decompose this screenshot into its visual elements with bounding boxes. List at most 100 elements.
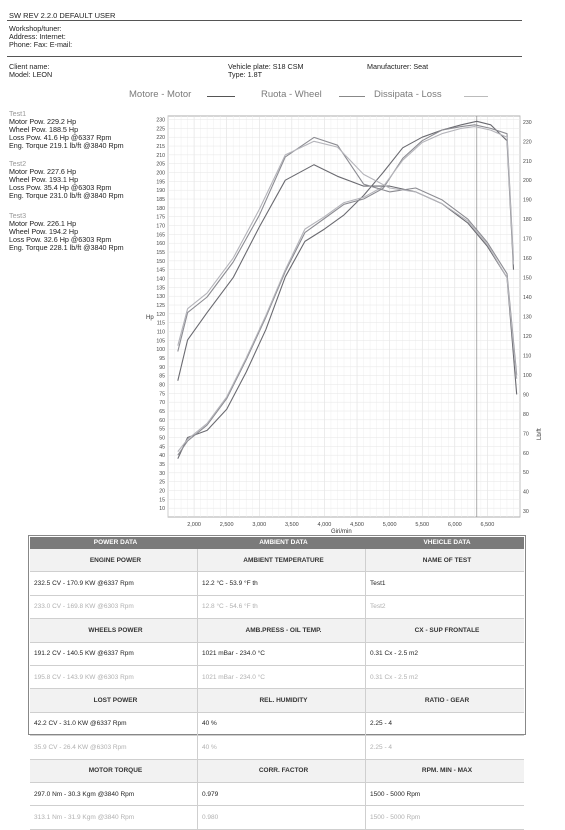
y-tick-label: 55 [159,427,165,433]
y-tick-label: 230 [156,118,165,124]
y2-tick-label: 90 [523,392,529,398]
x-tick-label: 5,000 [383,522,397,528]
summary-table: POWER DATA AMBIENT DATA VHEICLE DATA ENG… [30,537,524,830]
summary-label-cell: NAME OF TEST [365,548,524,573]
summary-r2-row: 313.1 Nm - 31.9 Kgm @3840 Rpm 0.980 1500 -… [30,805,524,830]
x-tick-label: 6,500 [481,522,495,528]
summary-label-cell: AMBIENT TEMPERATURE [197,548,366,573]
summary-value-cell: 191.2 CV - 140.5 KW @6337 Rpm [30,642,198,666]
test-line: Wheel Pow. 194.2 Hp [9,227,79,236]
summary-value-cell: 0.979 [197,782,366,807]
test-line: Eng. Torque 231.0 lb/ft @3840 Rpm [9,191,124,200]
summary-r1-row: 297.0 Nm - 30.3 Kgm @3840 Rpm 0.979 1500 -… [30,782,524,807]
y-tick-label: 150 [156,259,165,265]
legend-wheel-line [339,96,365,97]
test-name: Test2 [9,159,27,168]
y-tick-label: 125 [156,303,165,309]
test-line: Loss Pow. 41.6 Hp @6337 Rpm [9,133,112,142]
y-tick-label: 105 [156,338,165,344]
test-line: Motor Pow. 227.6 Hp [9,167,77,176]
y2-tick-label: 40 [523,490,529,496]
y-tick-label: 175 [156,215,165,221]
y2-tick-label: 110 [523,353,531,359]
y2-tick-label: 170 [523,237,532,243]
summary-r1-row: 232.5 CV - 170.9 KW @6337 Rpm 12.2 °C - 5… [30,571,524,596]
y-tick-label: 100 [156,347,165,353]
y-tick-label: 45 [159,444,165,450]
summary-value-cell: 297.0 Nm - 30.3 Kgm @3840 Rpm [30,782,198,807]
legend-loss: Dissipata - Loss [374,89,442,100]
y-tick-label: 85 [159,374,165,380]
summary-r1-row: 42.2 CV - 31.0 KW @6337 Rpm 40 % 2.25 - 4 [30,712,524,737]
summary-value-cell: 40 % [197,712,366,737]
summary-value-cell: 1021 mBar - 234.0 °C [197,665,366,690]
summary-lbl-row: LOST POWER REL. HUMIDITY RATIO - GEAR [30,688,524,713]
summary-header-row: POWER DATA AMBIENT DATA VHEICLE DATA [30,537,524,549]
y2-tick-label: 50 [523,470,529,476]
summary-label-cell: AMB.PRESS - OIL TEMP. [197,618,366,643]
x-tick-label: 2,000 [187,522,201,528]
chart-grid [167,115,521,518]
y-tick-label: 140 [156,277,165,283]
x-tick-label: 5,500 [415,522,429,528]
test-line: Wheel Pow. 188.5 Hp [9,125,79,134]
summary-value-cell: Test1 [365,571,524,596]
x-tick-label: 4,500 [350,522,364,528]
summary-lbl-row: ENGINE POWER AMBIENT TEMPERATURE NAME OF T… [30,548,524,573]
vehicle-type: Type: 1.8T [228,70,262,79]
y-tick-label: 160 [156,241,165,247]
legend-loss-line [464,96,488,97]
y-tick-label: 95 [159,356,165,362]
summary-value-cell: 0.980 [197,805,366,830]
summary-value-cell: 0.31 Cx - 2.5 m2 [365,642,524,666]
y-tick-label: 90 [159,365,165,371]
y-axis-ticks: 10 15 20 25 30 35 40 45 50 55 60 65 70 75 80 85 90 95 100 1… [156,118,165,513]
header-divider [7,20,522,21]
y-tick-label: 135 [156,285,165,291]
summary-value-cell: 233.0 CV - 169.8 KW @6303 Rpm [30,595,198,620]
y-tick-label: 155 [156,250,165,256]
y-tick-label: 30 [159,471,165,477]
test-line: Motor Pow. 229.2 Hp [9,117,77,126]
y2-tick-label: 80 [523,412,529,418]
y-tick-label: 130 [156,294,165,300]
summary-value-cell: 2.25 - 4 [365,735,524,760]
summary-value-cell: 12.8 °C - 54.6 °F th [197,595,366,620]
test-block-1: Test1 Motor Pow. 229.2 Hp Wheel Pow. 188… [9,110,124,150]
y2-tick-label: 100 [523,373,532,379]
y-tick-label: 80 [159,383,165,389]
dyno-chart: 10 15 20 25 30 35 40 45 50 55 60 65 70 75 80 85 90 95 100 1… [146,115,543,535]
y2-tick-label: 230 [523,120,532,126]
summary-value-cell: 2.25 - 4 [365,712,524,737]
y-tick-label: 110 [157,330,165,336]
summary-lbl-row: WHEELS POWER AMB.PRESS - OIL TEMP. CX - SU… [30,618,524,643]
y-tick-label: 225 [156,126,165,132]
y-tick-label: 120 [156,312,165,318]
summary-label-cell: LOST POWER [30,688,198,713]
y2-tick-label: 220 [523,139,532,145]
model: Model: LEON [9,70,53,79]
y-tick-label: 220 [156,135,165,141]
y-tick-label: 60 [159,418,165,424]
sw-rev: SW REV 2.2.0 DEFAULT USER [9,11,116,20]
y2-tick-label: 140 [523,295,532,301]
y2-tick-label: 180 [523,217,532,223]
y-tick-label: 165 [156,232,165,238]
legend-wheel: Ruota - Wheel [261,89,322,100]
summary-value-cell: 0.31 Cx - 2.5 m2 [365,665,524,690]
y-tick-label: 20 [159,489,165,495]
x-tick-label: 4,000 [318,522,332,528]
test-line: Wheel Pow. 193.1 Hp [9,175,79,184]
test-block-3: Test3 Motor Pow. 226.1 Hp Wheel Pow. 194… [9,212,124,252]
summary-value-cell: Test2 [365,595,524,620]
summary-value-cell: 195.8 CV - 143.9 KW @6303 Rpm [30,665,198,690]
summary-label-cell: WHEELS POWER [30,618,198,643]
y2-tick-label: 210 [523,159,532,165]
test-line: Loss Pow. 32.6 Hp @6303 Rpm [9,235,112,244]
y2-tick-label: 70 [523,431,529,437]
y-tick-label: 115 [157,321,165,327]
test-name: Test3 [9,211,27,220]
y2-tick-label: 30 [523,509,529,515]
summary-value-cell: 40 % [197,735,366,760]
x-axis-ticks: 2,000 2,500 3,000 3,500 4,000 4,500 5,000 5,500… [187,522,494,528]
